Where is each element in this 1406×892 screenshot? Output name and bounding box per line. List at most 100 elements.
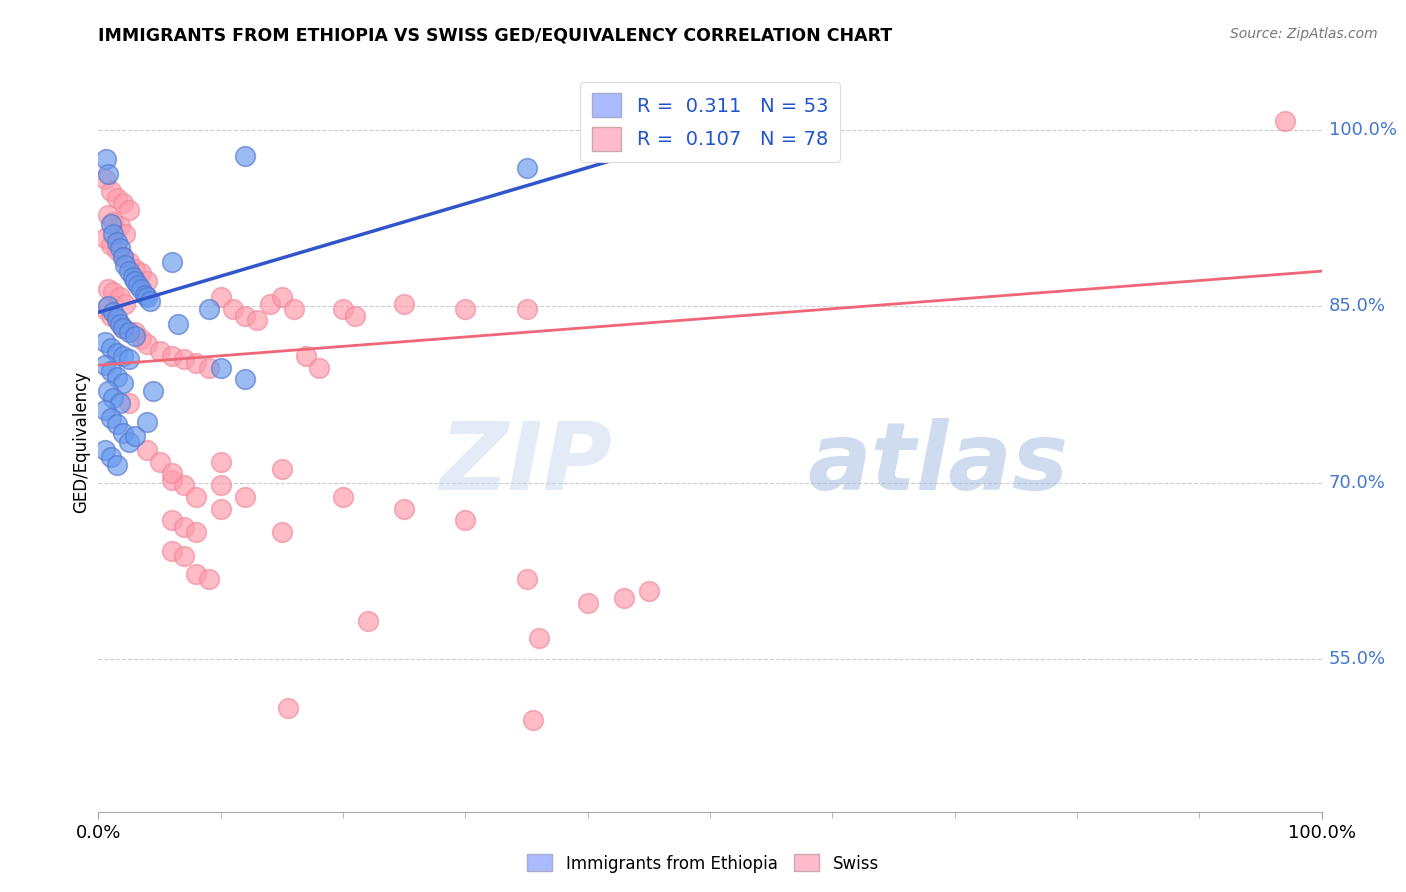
Point <box>105 191 128 205</box>
Point <box>124 274 146 288</box>
Point <box>127 278 149 293</box>
Point <box>114 297 136 311</box>
Point <box>97 299 120 313</box>
Text: 55.0%: 55.0% <box>1329 650 1386 668</box>
Point <box>124 428 146 442</box>
Point <box>97 167 120 181</box>
Point <box>515 161 537 175</box>
Point <box>142 384 165 398</box>
Point <box>209 478 232 492</box>
Point <box>114 227 136 241</box>
Point <box>114 258 136 272</box>
Point <box>233 490 256 504</box>
Point <box>173 352 195 367</box>
Text: 70.0%: 70.0% <box>1329 474 1385 491</box>
Point <box>111 320 134 334</box>
Point <box>97 208 120 222</box>
Point <box>100 341 122 355</box>
Point <box>101 391 124 405</box>
Point <box>93 334 115 349</box>
Point <box>515 301 537 316</box>
Point <box>160 254 183 268</box>
Point <box>118 254 141 268</box>
Point <box>222 301 245 316</box>
Point <box>160 513 183 527</box>
Text: atlas: atlas <box>808 417 1069 509</box>
Point <box>392 297 416 311</box>
Point <box>97 384 120 398</box>
Point <box>173 549 195 563</box>
Point <box>136 274 159 288</box>
Point <box>129 267 152 281</box>
Point <box>637 583 661 598</box>
Point <box>576 595 599 609</box>
Point <box>246 313 269 327</box>
Legend: R =  0.311   N = 53, R =  0.107   N = 78: R = 0.311 N = 53, R = 0.107 N = 78 <box>581 82 839 162</box>
Point <box>356 615 378 629</box>
Point <box>105 458 128 472</box>
Point <box>100 364 122 378</box>
Point <box>105 311 128 326</box>
Point <box>111 320 134 334</box>
Point <box>295 349 318 363</box>
Point <box>149 344 172 359</box>
Point <box>308 360 330 375</box>
Point <box>111 349 134 363</box>
Point <box>1274 113 1296 128</box>
Point <box>118 264 141 278</box>
Point <box>197 301 219 316</box>
Point <box>101 285 124 300</box>
Point <box>105 370 128 384</box>
Point <box>129 332 152 346</box>
Point <box>93 358 115 372</box>
Point <box>118 202 141 217</box>
Point <box>118 325 141 339</box>
Point <box>270 524 294 539</box>
Point <box>233 372 256 386</box>
Point <box>93 231 115 245</box>
Point <box>118 352 141 367</box>
Point <box>149 454 172 468</box>
Point <box>100 217 122 231</box>
Point <box>110 317 132 331</box>
Point <box>277 701 299 715</box>
Point <box>93 301 115 316</box>
Point <box>527 631 550 645</box>
Point <box>160 349 183 363</box>
Point <box>124 261 146 276</box>
Point <box>101 305 124 319</box>
Point <box>613 591 636 605</box>
Point <box>515 572 537 586</box>
Point <box>105 243 128 257</box>
Point <box>167 317 190 331</box>
Point <box>332 490 354 504</box>
Point <box>139 293 162 308</box>
Text: IMMIGRANTS FROM ETHIOPIA VS SWISS GED/EQUIVALENCY CORRELATION CHART: IMMIGRANTS FROM ETHIOPIA VS SWISS GED/EQ… <box>98 27 893 45</box>
Point <box>105 346 128 360</box>
Point <box>173 520 195 534</box>
Point <box>100 309 122 323</box>
Point <box>209 360 232 375</box>
Point <box>186 567 208 582</box>
Point <box>186 490 208 504</box>
Point <box>270 290 294 304</box>
Point <box>160 473 183 487</box>
Point <box>332 301 354 316</box>
Point <box>93 402 115 417</box>
Point <box>105 313 128 327</box>
Point <box>110 396 132 410</box>
Point <box>100 411 122 425</box>
Text: 100.0%: 100.0% <box>1329 121 1396 139</box>
Point <box>110 241 132 255</box>
Point <box>136 415 159 429</box>
Point <box>186 356 208 370</box>
Point <box>233 309 256 323</box>
Point <box>522 713 544 727</box>
Point <box>209 501 232 516</box>
Point <box>111 376 134 390</box>
Point <box>100 238 122 252</box>
Point <box>124 325 146 339</box>
Point <box>136 442 159 457</box>
Point <box>136 290 159 304</box>
Point <box>283 301 305 316</box>
